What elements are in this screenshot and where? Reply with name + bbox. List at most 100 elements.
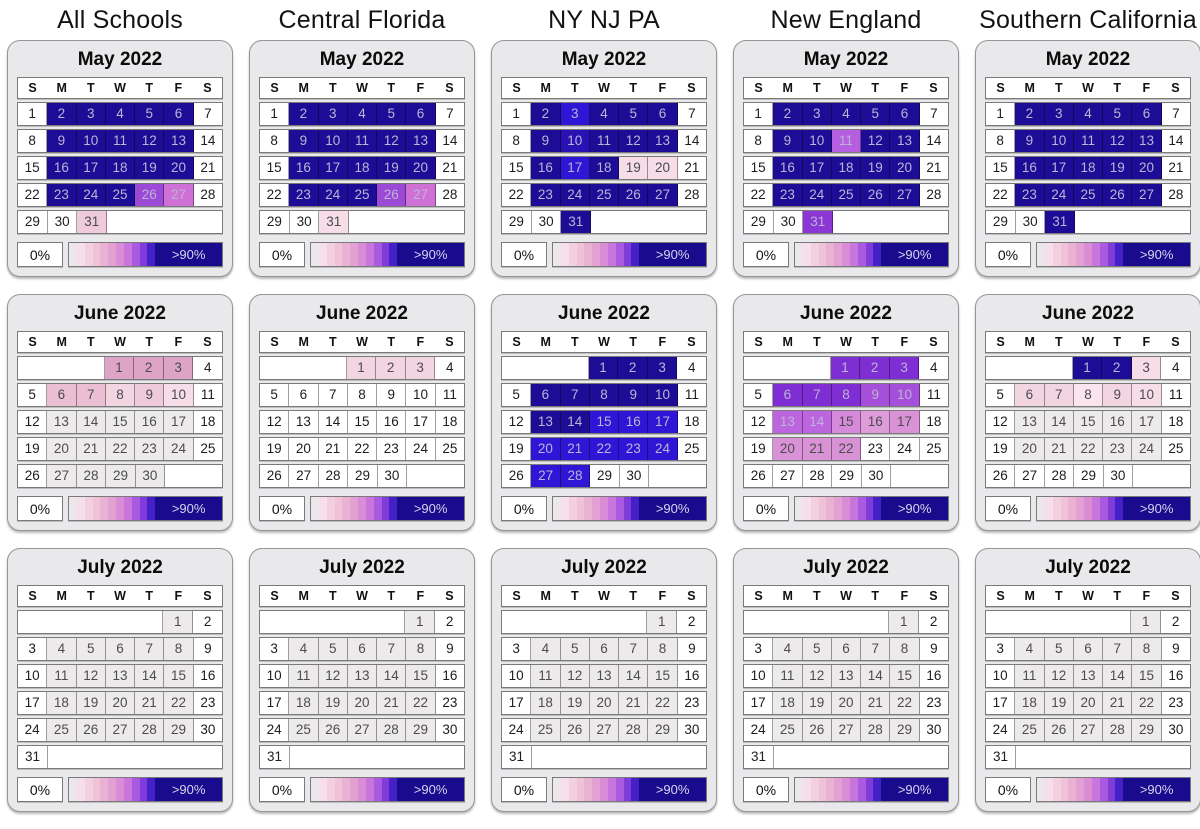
legend-gradient: >90%: [1036, 242, 1191, 267]
day-cell: 12: [619, 130, 649, 152]
day-cell: 17: [318, 157, 348, 179]
day-cell: 3: [744, 638, 774, 660]
day-cell: 17: [76, 157, 106, 179]
weekday-label: S: [929, 335, 938, 349]
day-cell: 7: [802, 384, 832, 406]
day-cell: 30: [1161, 719, 1190, 741]
day-cell: 3: [1044, 103, 1074, 125]
legend-gradient-segment: [568, 778, 577, 801]
month-title: July 2022: [319, 557, 405, 578]
legend-gradient-segment: [1052, 778, 1061, 801]
day-cell: 6: [347, 638, 378, 660]
day-cell: 7: [76, 384, 106, 406]
month-title: June 2022: [800, 303, 892, 324]
legend-gradient-segment: [108, 778, 117, 801]
day-cell: 6: [1073, 638, 1104, 660]
day-cell: 13: [347, 665, 378, 687]
day-cell: 26: [744, 465, 774, 487]
week-row: 26 27 28 29 30: [743, 464, 949, 488]
day-cell: 2: [289, 103, 319, 125]
legend-gradient-segment: [1115, 243, 1124, 266]
day-cell: 10: [318, 130, 348, 152]
day-cell: 26: [502, 465, 532, 487]
weekday-label: T: [1055, 589, 1063, 603]
empty-day-cell: [1075, 211, 1190, 233]
weekday-label: W: [1082, 81, 1094, 95]
day-cell: 13: [589, 665, 620, 687]
day-cell: 4: [289, 638, 319, 660]
day-cell: 16: [289, 157, 319, 179]
day-cell: 18: [289, 692, 319, 714]
legend-gradient-segment: [615, 243, 624, 266]
legend-max-label: >90%: [397, 497, 464, 520]
day-cell: 15: [105, 411, 136, 433]
legend-max-label: >90%: [881, 778, 948, 801]
day-cell: 21: [318, 438, 348, 460]
day-cell: 2: [919, 611, 948, 633]
day-cell: 15: [260, 157, 290, 179]
day-cell: 1: [18, 103, 48, 125]
day-cell: 10: [76, 130, 106, 152]
legend-gradient-segment: [84, 243, 93, 266]
weekday-label: T: [571, 335, 579, 349]
day-cell: 14: [318, 411, 348, 433]
weekday-label: S: [203, 81, 212, 95]
weekday-label: T: [1113, 81, 1121, 95]
weekday-label: S: [687, 589, 696, 603]
week-row: 29 30 31: [743, 210, 949, 234]
weekday-label: T: [571, 81, 579, 95]
day-cell: 29: [106, 465, 136, 487]
legend-gradient: >90%: [310, 242, 465, 267]
weekday-label: S: [445, 589, 454, 603]
legend-gradient-segment: [342, 497, 351, 520]
legend-gradient: >90%: [552, 496, 707, 521]
day-cell: 15: [648, 665, 678, 687]
legend-gradient: >90%: [552, 242, 707, 267]
legend-max-label: >90%: [155, 778, 222, 801]
day-cell: 14: [435, 130, 464, 152]
legend-gradient-segment: [100, 243, 109, 266]
day-cell: 1: [502, 103, 532, 125]
day-cell: 13: [831, 665, 862, 687]
legend-gradient-segment: [623, 243, 632, 266]
day-cell: 1: [104, 357, 135, 379]
day-cell: 29: [986, 211, 1016, 233]
day-cell: 10: [18, 665, 48, 687]
legend-gradient-segment: [318, 243, 327, 266]
day-cell: 19: [135, 157, 165, 179]
legend-gradient-segment: [802, 497, 811, 520]
day-cell: 1: [1131, 611, 1162, 633]
legend-gradient-segment: [100, 778, 109, 801]
day-cell: 15: [347, 411, 378, 433]
day-cell: 26: [1044, 719, 1074, 741]
legend-gradient-segment: [1060, 243, 1069, 266]
weekday-label: T: [629, 589, 637, 603]
day-cell: 13: [531, 411, 561, 433]
legend-gradient-segment: [326, 497, 335, 520]
day-cell: 15: [744, 157, 774, 179]
legend-gradient-segment: [1044, 778, 1053, 801]
weekday-label: F: [1142, 335, 1151, 349]
legend-gradient-segment: [1084, 778, 1092, 801]
day-cell: 27: [831, 719, 862, 741]
legend-gradient-segment: [76, 243, 85, 266]
day-cell: 2: [1102, 357, 1132, 379]
day-cell: 9: [435, 638, 464, 660]
day-cell: 8: [890, 638, 920, 660]
day-cell: 16: [193, 665, 222, 687]
calendar-card: July 2022 S M T W T F S 1 2 3 4 5 6 7 8 9 10 11 12 13 14 15 16 1…: [975, 548, 1200, 812]
day-cell: 6: [289, 384, 319, 406]
week-row: 17 18 19 20 21 22 23: [501, 691, 707, 715]
day-cell: 11: [831, 130, 862, 152]
day-cell: 21: [861, 692, 891, 714]
day-cell: 8: [347, 384, 378, 406]
week-row: 19 20 21 22 23 24 25: [985, 437, 1191, 461]
day-cell: 31: [260, 746, 290, 768]
weekday-label: W: [1082, 589, 1094, 603]
week-row: 24 25 26 27 28 29 30: [259, 718, 465, 742]
day-cell: 11: [435, 384, 464, 406]
legend-gradient-segment: [358, 497, 366, 520]
legend-gradient-segment: [84, 497, 93, 520]
